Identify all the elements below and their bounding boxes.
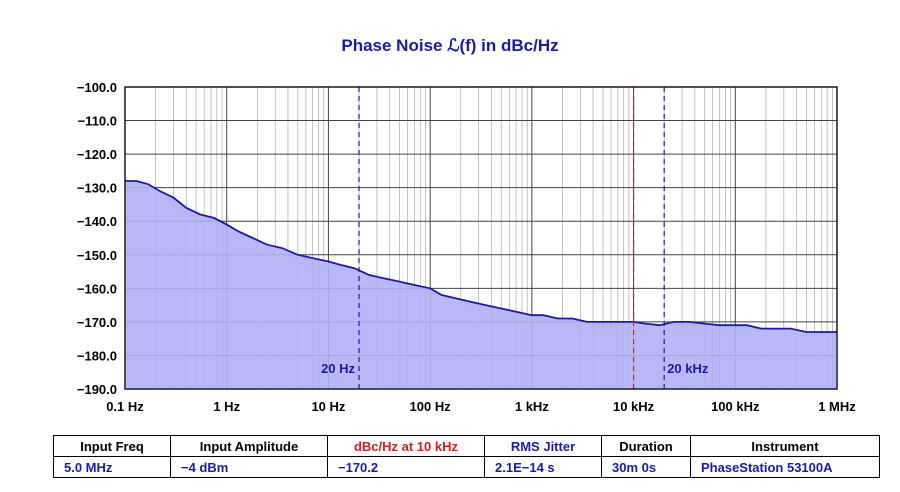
measurement-summary-table: Input Freq Input Amplitude dBc/Hz at 10 …	[53, 435, 880, 478]
value-input-freq: 5.0 MHz	[53, 456, 171, 478]
x-tick-labels: 0.1 Hz 1 Hz 10 Hz 100 Hz 1 kHz 10 kHz 100 kHz 1…	[106, 399, 856, 414]
header-input-amplitude: Input Amplitude	[170, 435, 328, 457]
value-instrument: PhaseStation 53100A	[690, 456, 880, 478]
x-tick-label: 100 kHz	[711, 399, 760, 414]
y-tick-label: −170.0	[77, 315, 117, 330]
y-tick-label: −120.0	[77, 147, 117, 162]
y-tick-label: −110.0	[78, 114, 117, 129]
value-dbc-at-10khz: −170.2	[327, 456, 485, 478]
header-duration: Duration	[601, 435, 691, 457]
frequency-markers: 20 Hz 20 kHz	[321, 87, 709, 389]
noise-trace	[125, 180, 837, 333]
x-tick-label: 10 Hz	[311, 399, 345, 414]
y-tick-label: −150.0	[77, 248, 117, 263]
y-tick-label: −100.0	[77, 80, 117, 95]
y-tick-label: −130.0	[77, 181, 117, 196]
y-tick-labels: −100.0 −110.0 −120.0 −130.0 −140.0 −150.0 −160…	[77, 80, 117, 397]
header-dbc-at-10khz: dBc/Hz at 10 kHz	[327, 435, 485, 457]
y-tick-label: −160.0	[77, 281, 117, 296]
x-tick-label: 0.1 Hz	[106, 399, 144, 414]
marker-label: 20 kHz	[667, 361, 709, 376]
x-tick-label: 10 kHz	[613, 399, 655, 414]
x-tick-label: 100 Hz	[410, 399, 452, 414]
y-tick-label: −140.0	[77, 214, 117, 229]
value-rms-jitter: 2.1E−14 s	[484, 456, 602, 478]
header-instrument: Instrument	[690, 435, 880, 457]
header-rms-jitter: RMS Jitter	[484, 435, 602, 457]
marker-label: 20 Hz	[321, 361, 355, 376]
x-tick-label: 1 MHz	[818, 399, 856, 414]
chart-title: Phase Noise ℒ(f) in dBc/Hz	[341, 36, 559, 55]
phase-noise-plot: 20 Hz 20 kHz −100.0 −110.0 −120.0 −130.0 −140…	[77, 80, 856, 414]
x-tick-label: 1 Hz	[213, 399, 240, 414]
y-tick-label: −190.0	[77, 382, 117, 397]
noise-area-fill	[125, 181, 837, 389]
header-input-freq: Input Freq	[53, 435, 171, 457]
value-input-amplitude: −4 dBm	[170, 456, 328, 478]
y-tick-label: −180.0	[77, 348, 117, 363]
x-tick-label: 1 kHz	[515, 399, 549, 414]
value-duration: 30m 0s	[601, 456, 691, 478]
plot-border	[124, 86, 838, 390]
